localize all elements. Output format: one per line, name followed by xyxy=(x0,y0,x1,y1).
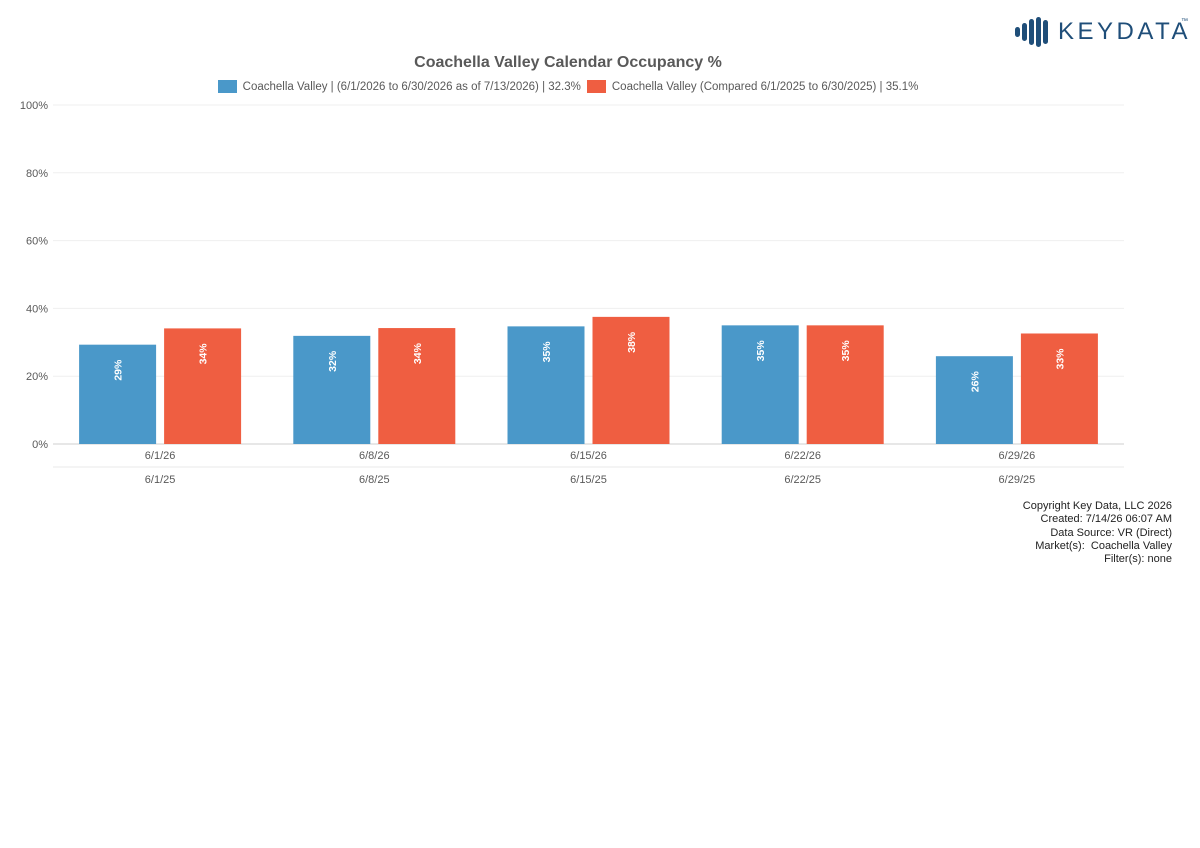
data-label: 34% xyxy=(412,342,424,364)
y-tick-label: 40% xyxy=(26,303,48,315)
x-tick-label-secondary: 6/22/25 xyxy=(784,474,821,486)
y-tick-label: 20% xyxy=(26,371,48,383)
data-label: 26% xyxy=(969,371,981,393)
occupancy-bar-chart: 0% 20% 40% 60% 80% 100% 29% 34% 6/1/26 6/1/25 32% 3… xyxy=(20,100,1124,486)
footer-source: Data Source: VR (Direct) xyxy=(1050,526,1172,539)
x-tick-label: 6/8/26 xyxy=(359,450,390,462)
data-label: 29% xyxy=(113,359,125,381)
bar xyxy=(806,325,884,444)
chart-legend: Coachella Valley | (6/1/2026 to 6/30/202… xyxy=(0,80,1136,93)
bar xyxy=(378,328,456,444)
data-label: 33% xyxy=(1054,348,1066,370)
bar xyxy=(507,326,585,444)
bar xyxy=(592,316,670,444)
legend-item-2026[interactable]: Coachella Valley | (6/1/2026 to 6/30/202… xyxy=(217,80,581,93)
x-tick-label-secondary: 6/15/25 xyxy=(570,474,607,486)
x-tick-label-secondary: 6/29/25 xyxy=(999,474,1036,486)
bar xyxy=(164,328,242,444)
legend-label-2025: Coachella Valley (Compared 6/1/2025 to 6… xyxy=(611,80,919,93)
data-label: 34% xyxy=(198,343,210,365)
bar xyxy=(79,344,157,444)
brand-name: KEYDATA xyxy=(1058,18,1191,45)
bar xyxy=(293,335,371,444)
bar-chart-logo-icon xyxy=(1015,17,1048,47)
x-tick-label: 6/1/26 xyxy=(145,450,176,462)
y-tick-label: 100% xyxy=(20,100,48,112)
x-tick-label-secondary: 6/8/25 xyxy=(359,474,390,486)
data-label: 35% xyxy=(755,340,767,362)
data-label: 35% xyxy=(541,341,553,363)
legend-swatch-2026 xyxy=(217,80,237,93)
x-tick-label-secondary: 6/1/25 xyxy=(145,474,176,486)
legend-item-2025[interactable]: Coachella Valley (Compared 6/1/2025 to 6… xyxy=(586,80,919,93)
data-label: 32% xyxy=(327,350,339,372)
data-label: 38% xyxy=(626,331,638,353)
y-tick-label: 0% xyxy=(32,439,48,451)
legend-swatch-2025 xyxy=(586,80,606,93)
y-tick-label: 60% xyxy=(26,236,48,248)
x-tick-label: 6/22/26 xyxy=(784,450,821,462)
x-tick-label: 6/29/26 xyxy=(999,450,1036,462)
footer-filters: Filter(s): none xyxy=(1104,553,1172,566)
legend-label-2026: Coachella Valley | (6/1/2026 to 6/30/202… xyxy=(242,80,581,93)
report-footer: Copyright Key Data, LLC 2026 Created: 7/… xyxy=(1023,500,1172,566)
y-tick-label: 80% xyxy=(26,168,48,180)
footer-markets: Market(s): Coachella Valley xyxy=(1035,539,1172,552)
keydata-logo: KEYDATA ™ xyxy=(1014,14,1190,50)
chart-title: Coachella Valley Calendar Occupancy % xyxy=(414,54,722,71)
bar xyxy=(935,356,1013,444)
trademark: ™ xyxy=(1181,18,1188,25)
data-label: 35% xyxy=(840,340,852,362)
x-tick-label: 6/15/26 xyxy=(570,450,607,462)
bar xyxy=(1020,333,1098,444)
footer-created: Created: 7/14/26 06:07 AM xyxy=(1040,513,1172,526)
bar xyxy=(721,325,799,444)
footer-copyright: Copyright Key Data, LLC 2026 xyxy=(1022,500,1172,512)
